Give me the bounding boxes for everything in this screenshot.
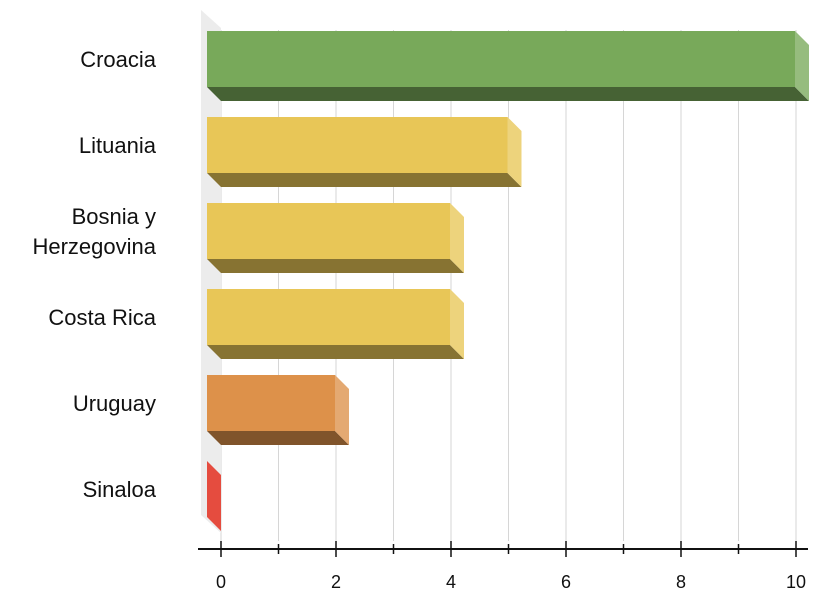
bar xyxy=(207,31,809,101)
bar xyxy=(207,375,349,445)
x-tick-label: 8 xyxy=(676,572,686,592)
bar-face xyxy=(207,289,450,345)
bar-bottom xyxy=(207,87,809,101)
x-tick-label: 6 xyxy=(561,572,571,592)
bar xyxy=(207,289,464,359)
category-label: Croacia xyxy=(80,47,157,72)
category-label: Herzegovina xyxy=(32,234,156,259)
bar-bottom xyxy=(207,259,464,273)
gridlines xyxy=(220,30,797,541)
category-labels: Croacia Lituania Bosnia y Herzegovina Costa … xyxy=(32,47,156,502)
category-label: Costa Rica xyxy=(48,305,156,330)
bar-bottom xyxy=(207,173,522,187)
bar-end xyxy=(507,117,522,187)
x-tick-label: 0 xyxy=(216,572,226,592)
bar-end xyxy=(795,31,809,101)
bar-end xyxy=(450,203,464,273)
bar-face xyxy=(207,203,450,259)
bar-end xyxy=(450,289,464,359)
bar-bottom xyxy=(207,345,464,359)
bar xyxy=(207,461,221,531)
x-tick-label: 2 xyxy=(331,572,341,592)
x-tick-label: 10 xyxy=(786,572,806,592)
bar-face xyxy=(207,31,795,87)
x-axis: 0 2 4 6 8 10 xyxy=(198,541,808,592)
bar-bottom xyxy=(207,431,349,445)
category-label: Bosnia y xyxy=(72,204,156,229)
bars xyxy=(207,31,809,531)
bar-face xyxy=(207,117,508,173)
bar-face xyxy=(207,461,221,531)
bar xyxy=(207,117,522,187)
bar xyxy=(207,203,464,273)
category-label: Lituania xyxy=(79,133,157,158)
bar-end xyxy=(335,375,349,445)
category-label: Sinaloa xyxy=(83,477,157,502)
bar-face xyxy=(207,375,335,431)
category-label: Uruguay xyxy=(73,391,156,416)
x-tick-label: 4 xyxy=(446,572,456,592)
